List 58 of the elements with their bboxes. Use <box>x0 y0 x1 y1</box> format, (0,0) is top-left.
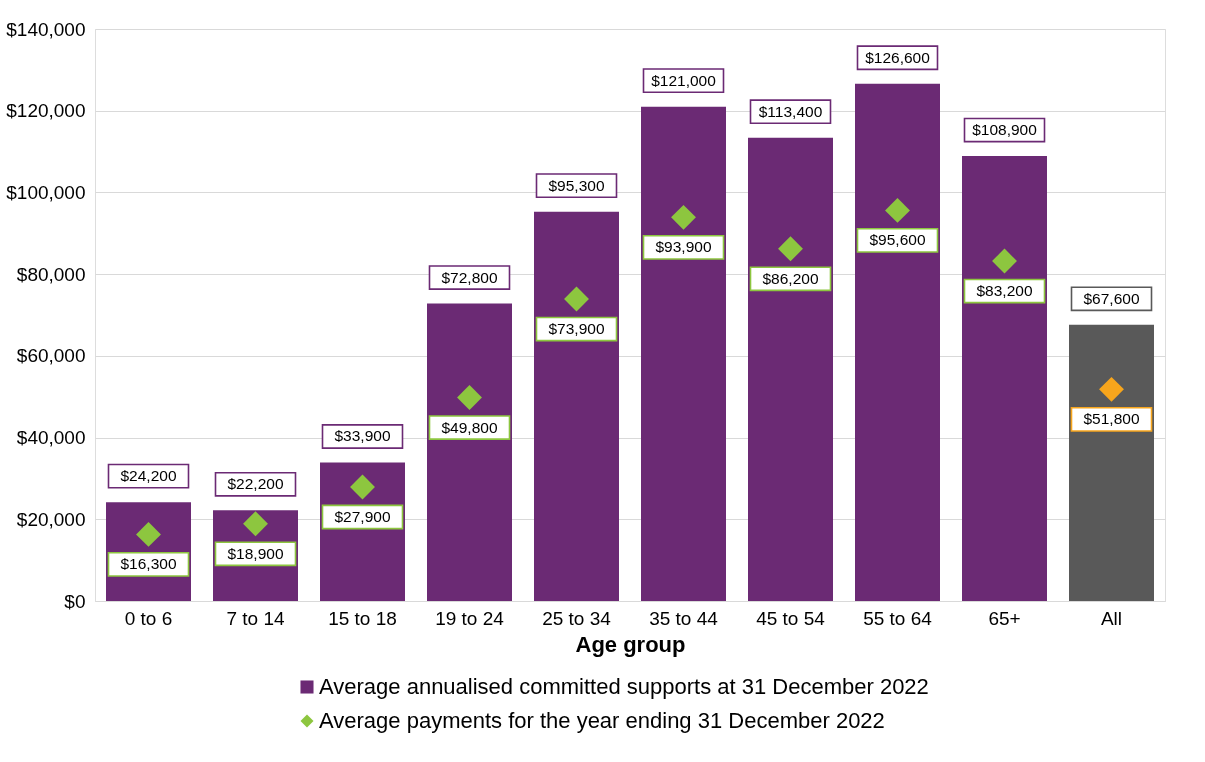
data-label: $27,900 <box>334 508 391 526</box>
point <box>671 204 696 230</box>
legend-label: Average annualised committed supports at 31 December 2022 <box>319 674 929 699</box>
x-tick-label: 7 to 14 <box>226 607 285 629</box>
x-axis-title: Age group <box>575 631 686 657</box>
data-label: $93,900 <box>655 238 712 256</box>
data-label: $16,300 <box>120 555 177 573</box>
legend-label: Average payments for the year ending 31 December 2022 <box>319 708 885 733</box>
y-tick-label: $140,000 <box>6 18 86 40</box>
point <box>243 511 268 537</box>
data-label: $113,400 <box>758 102 823 120</box>
data-label: $126,600 <box>865 48 931 66</box>
data-label: $95,300 <box>548 176 605 194</box>
bar <box>641 106 726 601</box>
y-tick-label: $80,000 <box>16 263 86 285</box>
x-tick-label: 35 to 44 <box>649 607 719 629</box>
x-tick-label: 55 to 64 <box>863 607 933 629</box>
x-tick-label: 19 to 24 <box>435 607 505 629</box>
data-label: $67,600 <box>1083 289 1140 307</box>
bar <box>1069 324 1154 601</box>
y-tick-label: $0 <box>64 590 86 612</box>
x-tick-label: 25 to 34 <box>542 607 612 629</box>
point <box>457 385 482 410</box>
y-tick-label: $40,000 <box>16 427 86 449</box>
x-tick-label: All <box>1100 607 1123 629</box>
data-label: $72,800 <box>441 268 498 286</box>
point <box>350 474 375 500</box>
bar <box>962 156 1047 601</box>
data-label: $18,900 <box>227 544 284 562</box>
x-tick-label: 0 to 6 <box>124 607 173 629</box>
point <box>136 521 161 547</box>
bar <box>534 211 619 601</box>
bar <box>748 137 833 601</box>
y-tick-label: $100,000 <box>6 181 86 203</box>
y-tick-label: $120,000 <box>6 100 86 122</box>
bar <box>427 303 512 601</box>
data-label: $95,600 <box>869 231 926 249</box>
point <box>564 286 589 312</box>
y-tick-label: $60,000 <box>16 345 86 367</box>
x-tick-label: 45 to 54 <box>756 607 826 629</box>
bar <box>855 83 940 601</box>
data-label: $51,800 <box>1083 410 1140 428</box>
point <box>885 197 910 223</box>
data-label: $33,900 <box>334 427 391 445</box>
data-label: $108,900 <box>972 121 1038 139</box>
data-label: $73,900 <box>548 320 605 338</box>
data-label: $86,200 <box>762 269 819 287</box>
y-tick-label: $20,000 <box>16 508 86 530</box>
data-label: $22,200 <box>227 475 284 493</box>
data-label: $121,000 <box>651 71 717 89</box>
x-tick-label: 15 to 18 <box>328 607 397 629</box>
point <box>778 236 803 262</box>
x-tick-label: 65+ <box>988 607 1021 629</box>
data-label: $83,200 <box>976 282 1033 300</box>
point <box>992 248 1017 274</box>
data-label: $49,800 <box>441 418 498 436</box>
point <box>1099 376 1124 402</box>
data-label: $24,200 <box>120 467 177 485</box>
